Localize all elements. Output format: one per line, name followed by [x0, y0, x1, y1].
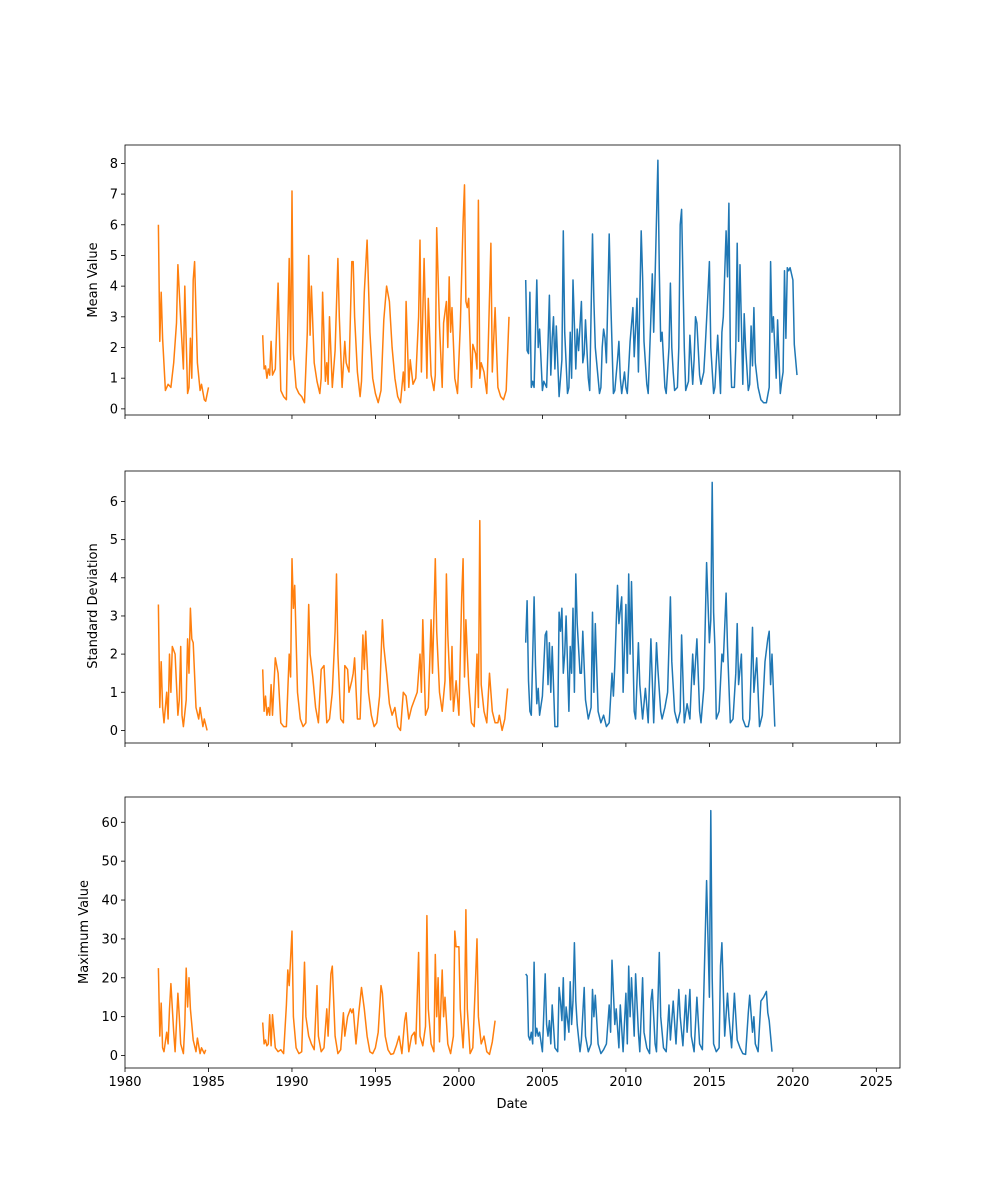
x-tick-label: 2020 — [776, 1075, 809, 1090]
series-line — [261, 184, 510, 404]
series-line — [261, 519, 509, 732]
x-axis-label: Date — [496, 1097, 527, 1112]
series-line — [157, 224, 210, 402]
chart-standard-deviation: Standard Deviation 0 1 2 3 4 5 6 — [86, 470, 901, 747]
chart-mean-value: Mean Value 0 1 2 3 4 5 6 7 8 — [86, 144, 901, 419]
x-tick-label: 1980 — [108, 1075, 141, 1090]
x-tick-label: 2000 — [442, 1075, 475, 1090]
x-tick-label: 1985 — [192, 1075, 225, 1090]
series-line — [157, 604, 208, 731]
y-tick-label: 60 — [101, 816, 118, 831]
series-line — [524, 159, 798, 404]
y-tick-label: 10 — [101, 1010, 118, 1025]
y-axis-label: Maximum Value — [77, 880, 92, 984]
y-tick-label: 1 — [110, 686, 118, 701]
y-tick-label: 6 — [110, 218, 118, 233]
plot-frame — [124, 144, 901, 416]
series-line — [261, 909, 496, 1056]
y-tick-label: 3 — [110, 310, 118, 325]
x-tick-label: 2025 — [860, 1075, 893, 1090]
y-tick-label: 6 — [110, 495, 118, 510]
y-tick-label: 0 — [110, 402, 118, 417]
y-tick-label: 40 — [101, 894, 118, 909]
y-tick-label: 3 — [110, 609, 118, 624]
y-tick-label: 20 — [101, 971, 118, 986]
series-line — [157, 967, 207, 1055]
y-tick-label: 4 — [110, 571, 118, 586]
plot-frame — [124, 470, 901, 744]
y-tick-label: 2 — [110, 341, 118, 356]
y-tick-label: 0 — [110, 724, 118, 739]
y-tick-label: 2 — [110, 648, 118, 663]
y-tick-label: 7 — [110, 188, 118, 203]
y-tick-label: 4 — [110, 280, 118, 295]
series-line — [524, 481, 776, 728]
y-axis-label: Standard Deviation — [86, 543, 101, 668]
y-tick-label: 5 — [110, 249, 118, 264]
y-tick-label: 1 — [110, 372, 118, 387]
y-tick-label: 30 — [101, 932, 118, 947]
x-tick-label: 2005 — [526, 1075, 559, 1090]
x-tick-label: 1995 — [359, 1075, 392, 1090]
chart-maximum-value: Maximum Value 0 10 20 30 40 50 60 1980 1985 1990 1… — [77, 796, 901, 1090]
x-tick-label: 1990 — [275, 1075, 308, 1090]
y-tick-label: 8 — [110, 157, 118, 172]
y-tick-label: 0 — [110, 1049, 118, 1064]
y-tick-label: 50 — [101, 855, 118, 870]
y-tick-label: 5 — [110, 533, 118, 548]
series-line — [525, 809, 773, 1056]
x-tick-label: 2010 — [609, 1075, 642, 1090]
x-tick-label: 2015 — [693, 1075, 726, 1090]
y-axis-label: Mean Value — [86, 242, 101, 317]
plot-frame — [124, 796, 901, 1069]
